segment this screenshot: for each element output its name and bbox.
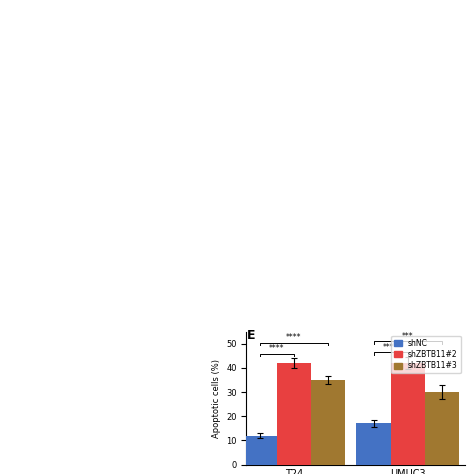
Text: ****: **** <box>383 343 398 352</box>
Bar <box>243 436 277 465</box>
Legend: shNC, shZBTB11#2, shZBTB11#3: shNC, shZBTB11#2, shZBTB11#3 <box>391 336 461 374</box>
Bar <box>311 380 345 465</box>
Text: ****: **** <box>269 344 284 353</box>
Text: ***: *** <box>402 332 413 341</box>
Text: E: E <box>246 329 255 342</box>
Bar <box>391 363 425 465</box>
Text: ****: **** <box>286 333 301 342</box>
Bar <box>356 423 391 465</box>
Bar <box>277 363 311 465</box>
Bar <box>425 392 459 465</box>
Y-axis label: Apoptotic cells (%): Apoptotic cells (%) <box>211 359 220 438</box>
